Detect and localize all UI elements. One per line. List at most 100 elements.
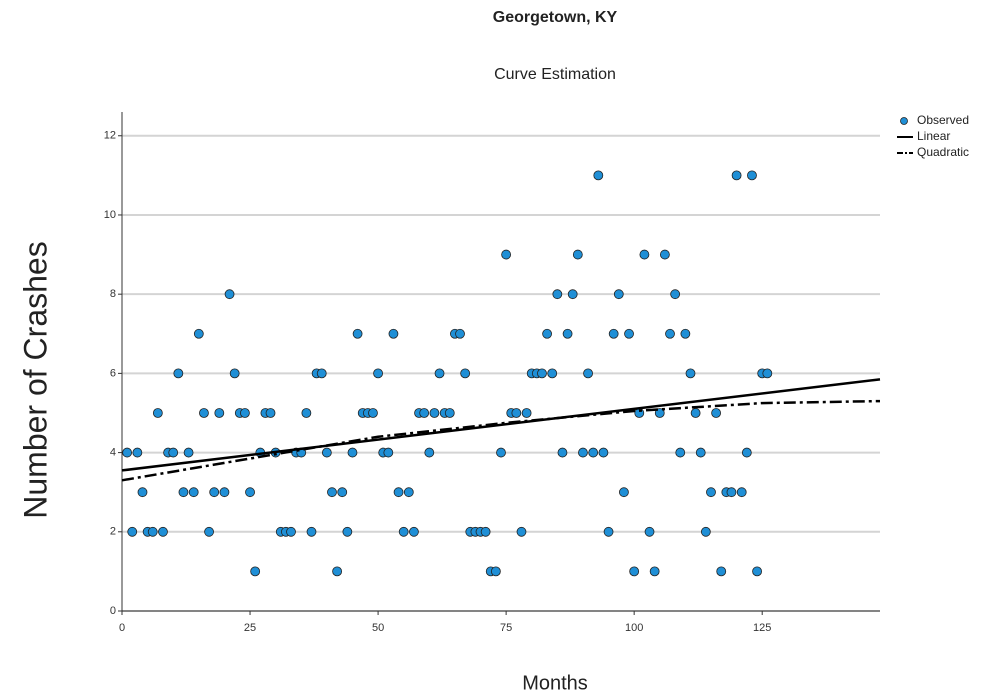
fit-line <box>121 399 881 482</box>
legend-label: Linear <box>917 129 950 143</box>
data-point <box>741 447 752 458</box>
data-point <box>204 526 214 537</box>
data-point <box>665 328 675 339</box>
data-point <box>629 566 640 577</box>
data-point <box>552 289 563 300</box>
data-point <box>286 526 296 537</box>
data-point <box>593 170 604 181</box>
data-point <box>711 408 722 418</box>
data-point <box>332 566 343 577</box>
data-point <box>188 487 199 498</box>
data-point <box>649 566 660 577</box>
data-point <box>158 526 168 537</box>
x-tick-label: 25 <box>244 622 256 634</box>
data-point <box>511 408 522 418</box>
data-point <box>583 368 593 379</box>
data-point <box>547 368 558 379</box>
data-point <box>716 566 727 577</box>
data-point <box>147 526 158 537</box>
data-point <box>327 487 337 498</box>
data-point <box>245 487 255 498</box>
y-tick-label: 10 <box>104 209 116 221</box>
data-point <box>460 368 471 379</box>
data-point <box>316 368 327 379</box>
data-point <box>557 447 568 458</box>
data-point <box>152 408 163 418</box>
y-tick-label: 0 <box>110 605 116 617</box>
data-point <box>706 487 716 498</box>
y-tick-label: 6 <box>110 367 116 379</box>
data-point <box>578 447 588 458</box>
data-point <box>501 249 512 260</box>
data-point <box>695 447 706 458</box>
x-tick-label: 0 <box>119 622 125 634</box>
data-point <box>542 328 552 339</box>
x-tick-label: 75 <box>500 622 512 634</box>
data-point <box>214 408 225 418</box>
data-point <box>762 368 773 379</box>
data-point <box>480 526 491 537</box>
data-point <box>562 328 573 339</box>
data-point <box>301 408 312 418</box>
data-point <box>240 408 250 418</box>
data-point <box>675 447 686 458</box>
data-point <box>690 408 701 418</box>
x-tick-label: 100 <box>625 622 643 634</box>
data-point <box>398 526 409 537</box>
y-tick-label: 8 <box>110 288 116 300</box>
data-point <box>434 368 445 379</box>
data-point <box>193 328 204 339</box>
data-point <box>490 566 501 577</box>
data-point <box>250 566 261 577</box>
data-point <box>219 487 230 498</box>
data-point <box>659 249 670 260</box>
data-point <box>368 408 378 418</box>
data-point <box>409 526 419 537</box>
data-point <box>352 328 363 339</box>
data-point <box>383 447 394 458</box>
data-point <box>588 447 599 458</box>
data-point <box>388 328 399 339</box>
data-point <box>122 447 133 458</box>
data-point <box>572 249 583 260</box>
data-point <box>393 487 404 498</box>
data-point <box>127 526 138 537</box>
data-point <box>613 289 624 300</box>
data-point <box>199 408 209 418</box>
y-tick-label: 2 <box>110 526 116 538</box>
data-point <box>521 408 532 418</box>
data-point <box>342 526 353 537</box>
data-point <box>455 328 465 339</box>
data-point <box>132 447 143 458</box>
data-point <box>496 447 506 458</box>
data-point <box>183 447 194 458</box>
data-point <box>680 328 691 339</box>
data-point <box>137 487 148 498</box>
data-point <box>685 368 696 379</box>
data-point <box>229 368 240 379</box>
data-point <box>373 368 383 379</box>
data-point <box>209 487 220 498</box>
y-tick-label: 4 <box>110 446 116 458</box>
data-point <box>265 408 276 418</box>
data-point <box>608 328 619 339</box>
data-point <box>224 289 235 300</box>
data-point <box>644 526 655 537</box>
chart-subtitle: Curve Estimation <box>494 66 616 83</box>
data-point <box>731 170 742 181</box>
y-tick-label: 12 <box>104 130 116 142</box>
fit-line <box>121 378 881 472</box>
data-point <box>619 487 629 498</box>
data-point <box>429 408 440 418</box>
data-point <box>603 526 614 537</box>
legend-label: Quadratic <box>917 145 969 159</box>
x-tick-label: 50 <box>372 622 384 634</box>
data-point <box>670 289 681 300</box>
data-point <box>700 526 711 537</box>
data-point <box>178 487 189 498</box>
data-point <box>403 487 414 498</box>
data-point <box>321 447 332 458</box>
data-point <box>736 487 747 498</box>
data-point <box>624 328 634 339</box>
